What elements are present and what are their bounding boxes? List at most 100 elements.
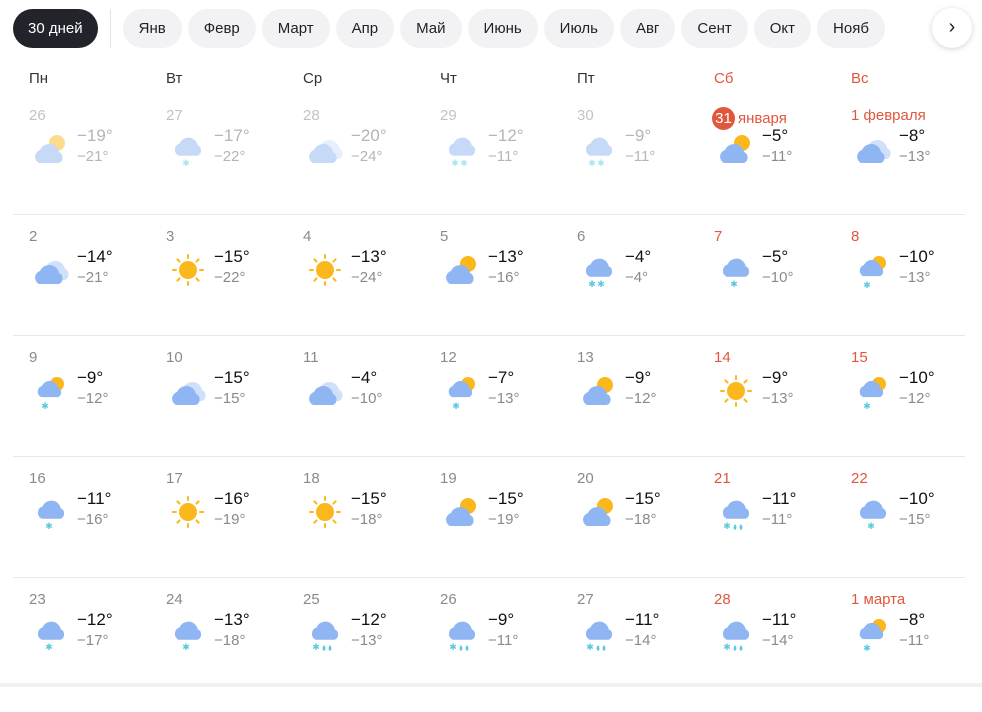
svg-text:✱: ✱ — [597, 280, 605, 290]
day-cell[interactable]: 28 −20° −24° — [303, 107, 433, 207]
day-temp-low: −24° — [351, 269, 383, 286]
day-temp-high: −10° — [899, 247, 935, 266]
day-temp-low: −24° — [351, 148, 383, 165]
day-date: 24 — [166, 591, 183, 608]
day-cell[interactable]: 26 ✱ −9° −11° — [440, 591, 570, 691]
chevron-right-icon[interactable]: › — [932, 8, 972, 48]
day-temp-high: −13° — [351, 247, 387, 266]
tab-month[interactable]: Янв — [122, 9, 182, 48]
day-cell[interactable]: 30 ✱ ✱ −9° −11° — [577, 107, 707, 207]
overcast-icon — [853, 129, 893, 169]
week-row: 2 −14° −21° 3 −15° −22° 4 −13° −24° 5 −13° −16° 6 ✱ ✱ −… — [0, 214, 982, 349]
day-cell[interactable]: 12 ✱ −7° −13° — [440, 349, 570, 449]
day-cell[interactable]: 3 −15° −22° — [166, 228, 296, 328]
day-cell[interactable]: 26 −19° −21° — [29, 107, 159, 207]
day-cell[interactable]: 24 ✱ −13° −18° — [166, 591, 296, 691]
partly-snow-icon: ✱ — [442, 371, 482, 412]
tab-30-days[interactable]: 30 дней — [13, 9, 98, 48]
day-date: 28 — [303, 107, 320, 124]
day-temp-high: −5° — [762, 126, 789, 145]
day-cell[interactable]: 9 ✱ −9° −12° — [29, 349, 159, 449]
day-cell[interactable]: 13 −9° −12° — [577, 349, 707, 449]
day-cell[interactable]: 5 −13° −16° — [440, 228, 570, 328]
day-temp-low: −16° — [488, 269, 520, 286]
day-temp-low: −13° — [351, 632, 383, 649]
day-cell[interactable]: 31 января −5° −11° — [712, 107, 844, 207]
day-temp-low: −15° — [899, 511, 931, 528]
day-cell[interactable]: 29 ✱ ✱ −12° −11° — [440, 107, 570, 207]
row-divider — [13, 214, 965, 215]
day-cell[interactable]: 16 ✱ −11° −16° — [29, 470, 159, 570]
weekday-label: Сб — [714, 70, 734, 87]
svg-text:✱: ✱ — [588, 280, 596, 290]
partly-cloudy-icon — [442, 250, 482, 290]
partly-cloudy-icon — [579, 492, 619, 532]
day-cell[interactable]: 6 ✱ ✱ −4° −4° — [577, 228, 707, 328]
day-cell[interactable]: 19 −15° −19° — [440, 470, 570, 570]
tab-month[interactable]: Нояб — [817, 9, 885, 48]
day-cell[interactable]: 8 ✱ −10° −13° — [851, 228, 981, 328]
svg-text:✱: ✱ — [41, 402, 49, 411]
day-temp-low: −18° — [351, 511, 383, 528]
sleet-icon: ✱ — [442, 613, 482, 653]
day-cell[interactable]: 22 ✱ −10° −15° — [851, 470, 981, 570]
day-cell[interactable]: 11 −4° −10° — [303, 349, 433, 449]
day-date: 12 — [440, 349, 457, 366]
tab-month[interactable]: Июнь — [467, 9, 538, 48]
day-date: 30 — [577, 107, 594, 124]
week-row: 26 −19° −21° 27 ✱ −17° −22° 28 −20° −24° 29 ✱ ✱ −12° −… — [0, 107, 982, 228]
day-cell[interactable]: 28 ✱ −11° −14° — [714, 591, 844, 691]
svg-text:✱: ✱ — [182, 159, 190, 169]
tab-month[interactable]: Окт — [753, 9, 812, 48]
day-cell[interactable]: 10 −15° −15° — [166, 349, 296, 449]
tab-month[interactable]: Февр — [187, 9, 256, 48]
day-cell[interactable]: 7 ✱ −5° −10° — [714, 228, 844, 328]
day-date: 2 — [29, 228, 38, 245]
tab-month[interactable]: Июль — [543, 9, 614, 48]
week-row: 9 ✱ −9° −12° 10 −15° −15° 11 −4° −10° 12 ✱ −7° −13° 13… — [0, 335, 982, 470]
day-temp-low: −13° — [488, 390, 520, 407]
tab-month[interactable]: Март — [261, 9, 330, 48]
day-date: 31 января — [712, 107, 787, 130]
partly-cloudy-icon — [31, 129, 71, 169]
day-temp-high: −9° — [625, 126, 652, 145]
day-cell[interactable]: 1 марта ✱ −8° −11° — [851, 591, 981, 691]
day-date: 10 — [166, 349, 183, 366]
svg-text:✱: ✱ — [723, 643, 731, 653]
partly-snow-icon: ✱ — [853, 613, 893, 654]
day-cell[interactable]: 27 ✱ −17° −22° — [166, 107, 296, 207]
overcast-icon — [168, 371, 208, 411]
svg-text:✱: ✱ — [449, 643, 457, 653]
day-temp-high: −12° — [351, 610, 387, 629]
day-date: 18 — [303, 470, 320, 487]
day-cell[interactable]: 25 ✱ −12° −13° — [303, 591, 433, 691]
day-cell[interactable]: 27 ✱ −11° −14° — [577, 591, 707, 691]
svg-text:✱: ✱ — [45, 522, 53, 532]
day-date: 27 — [577, 591, 594, 608]
tab-month[interactable]: Сент — [681, 9, 748, 48]
day-cell[interactable]: 18 −15° −18° — [303, 470, 433, 570]
day-cell[interactable]: 21 ✱ −11° −11° — [714, 470, 844, 570]
day-cell[interactable]: 2 −14° −21° — [29, 228, 159, 328]
day-date: 1 марта — [851, 591, 906, 608]
day-temp-high: −11° — [77, 489, 112, 508]
svg-text:✱: ✱ — [730, 280, 738, 290]
day-cell[interactable]: 4 −13° −24° — [303, 228, 433, 328]
day-cell[interactable]: 1 февраля −8° −13° — [851, 107, 981, 207]
day-temp-low: −21° — [77, 148, 109, 165]
day-date: 21 — [714, 470, 731, 487]
tab-month[interactable]: Авг — [619, 9, 676, 48]
svg-text:✱: ✱ — [312, 643, 320, 653]
day-cell[interactable]: 15 ✱ −10° −12° — [851, 349, 981, 449]
day-date: 13 — [577, 349, 594, 366]
day-cell[interactable]: 20 −15° −18° — [577, 470, 707, 570]
day-temp-high: −5° — [762, 247, 789, 266]
day-cell[interactable]: 14 −9° −13° — [714, 349, 844, 449]
tab-month[interactable]: Май — [400, 9, 462, 48]
day-cell[interactable]: 23 ✱ −12° −17° — [29, 591, 159, 691]
sleet-icon: ✱ — [305, 613, 345, 653]
light-snow-icon: ✱ — [168, 129, 208, 169]
day-cell[interactable]: 17 −16° −19° — [166, 470, 296, 570]
tab-month[interactable]: Апр — [335, 9, 395, 48]
svg-text:✱: ✱ — [452, 402, 460, 411]
